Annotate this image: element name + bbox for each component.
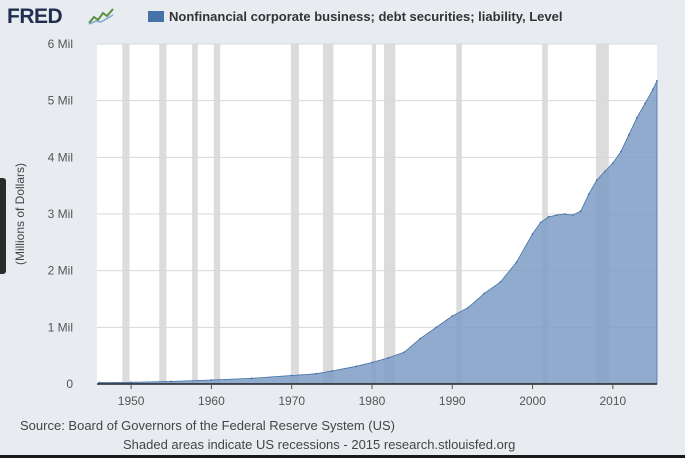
data-point-1 — [130, 381, 133, 384]
data-point-21 — [547, 215, 550, 218]
data-point-14 — [451, 315, 454, 317]
data-point-23 — [563, 213, 566, 215]
y-axis-label: (Millions of Dollars) — [13, 163, 27, 265]
data-point-7 — [330, 370, 333, 372]
data-point-33 — [644, 102, 646, 105]
data-point-26 — [587, 193, 590, 196]
y-tick-label-4: 4 Mil — [48, 150, 73, 164]
data-point-17 — [499, 281, 502, 283]
data-point-18 — [515, 261, 518, 264]
data-point-29 — [611, 162, 614, 164]
data-point-32 — [636, 116, 638, 119]
fred-line-graph-icon — [88, 7, 114, 25]
data-point-12 — [419, 337, 422, 340]
x-tick-label-6: 2010 — [599, 394, 626, 408]
recession-note: Shaded areas indicate US recessions - 20… — [123, 437, 516, 452]
data-point-6 — [314, 372, 317, 375]
y-tick-label-2: 2 Mil — [48, 264, 73, 278]
fred-logo[interactable]: FRED — [7, 5, 63, 28]
data-point-27 — [595, 179, 598, 181]
y-tick-label-0: 0 — [66, 377, 73, 391]
data-point-35 — [656, 79, 658, 82]
y-tick-label-6: 6 Mil — [48, 37, 73, 51]
x-tick-label-5: 2000 — [519, 394, 546, 408]
data-point-13 — [435, 326, 438, 329]
y-tick-label-5: 5 Mil — [48, 94, 73, 108]
data-point-30 — [619, 150, 622, 153]
legend-label: Nonfinancial corporate business; debt se… — [169, 9, 563, 24]
data-point-25 — [579, 210, 582, 213]
y-tick-label-3: 3 Mil — [48, 207, 73, 221]
source-note: Source: Board of Governors of the Federa… — [20, 418, 395, 433]
x-tick-label-3: 1980 — [359, 394, 386, 408]
side-drag-handle[interactable] — [0, 178, 6, 274]
legend-swatch — [148, 11, 164, 22]
data-point-0 — [98, 381, 100, 384]
x-tick-label-1: 1960 — [198, 394, 225, 408]
x-tick-label-4: 1990 — [439, 394, 466, 408]
data-point-2 — [170, 380, 173, 383]
data-point-28 — [603, 170, 606, 173]
chart-legend[interactable]: Nonfinancial corporate business; debt se… — [148, 9, 562, 24]
data-point-11 — [403, 351, 405, 354]
x-tick-label-0: 1950 — [118, 394, 145, 408]
data-point-9 — [371, 361, 373, 364]
y-tick-label-1: 1 Mil — [48, 320, 73, 334]
data-point-19 — [531, 232, 534, 235]
data-point-24 — [571, 214, 574, 217]
data-point-22 — [555, 214, 558, 217]
series-area — [98, 80, 658, 385]
data-point-15 — [467, 306, 470, 309]
data-point-16 — [483, 292, 486, 295]
data-point-3 — [210, 379, 213, 381]
data-point-10 — [387, 357, 389, 359]
bottom-bar — [0, 455, 685, 458]
data-point-8 — [355, 365, 357, 368]
x-tick-label-2: 1970 — [278, 394, 305, 408]
data-point-4 — [250, 377, 253, 380]
data-point-31 — [627, 133, 630, 136]
data-point-5 — [290, 374, 293, 377]
data-point-34 — [652, 88, 654, 91]
data-point-20 — [539, 221, 542, 224]
